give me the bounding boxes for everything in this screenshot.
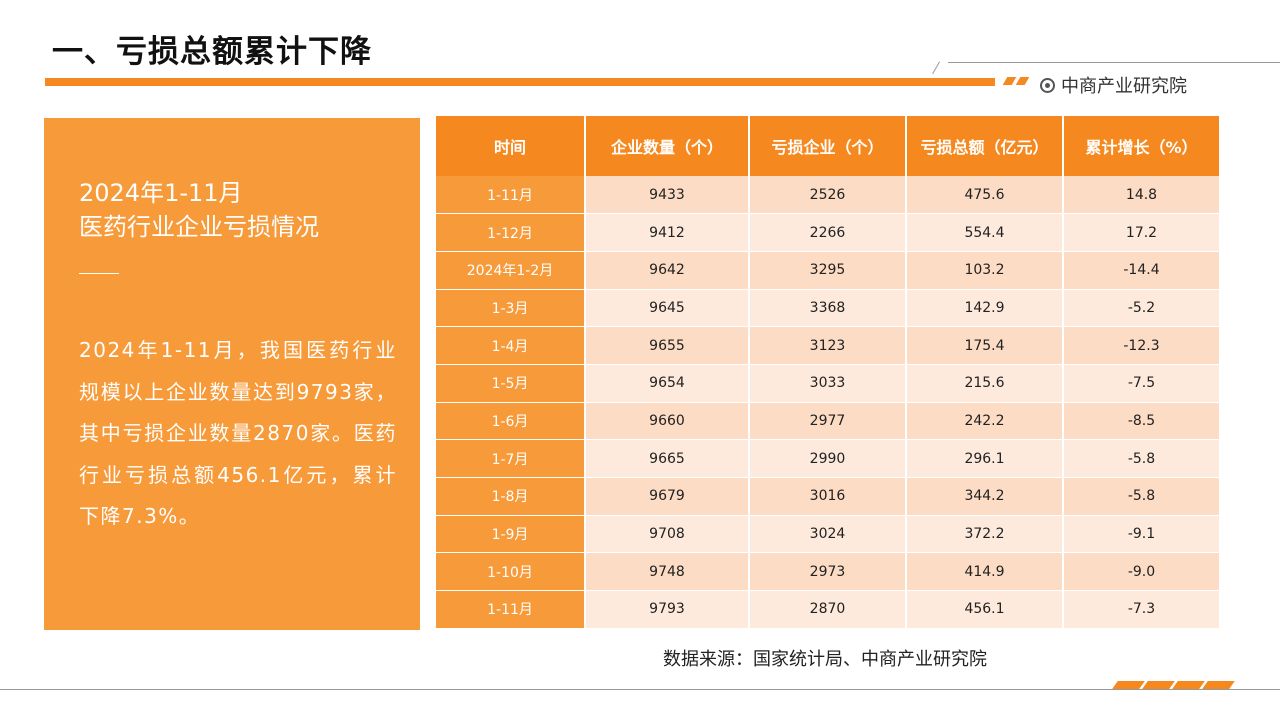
cell-time: 1-3月 — [436, 289, 586, 328]
cell-loss-enterprises: 2973 — [749, 552, 907, 592]
footer-stripes — [1112, 681, 1235, 689]
header-cell-time: 时间 — [436, 116, 586, 176]
table-row: 1-7月 9665 2990 296.1 -5.8 — [436, 439, 1221, 478]
cell-time: 1-4月 — [436, 326, 586, 365]
cell-loss-enterprises: 2977 — [749, 402, 907, 441]
panel-heading-line1: 2024年1-11月 — [79, 179, 243, 207]
cell-time: 1-11月 — [436, 176, 586, 215]
header-cell-cumulative-growth: 累计增长（%） — [1063, 116, 1221, 176]
loss-data-table: 时间 企业数量（个） 亏损企业（个） 亏损总额（亿元） 累计增长（%） 1-11… — [436, 116, 1221, 629]
table-row: 1-6月 9660 2977 242.2 -8.5 — [436, 402, 1221, 441]
table-row: 1-4月 9655 3123 175.4 -12.3 — [436, 326, 1221, 365]
cell-total-loss: 296.1 — [906, 439, 1064, 478]
cell-total-loss: 414.9 — [906, 552, 1064, 592]
cell-cumulative-growth: -9.1 — [1063, 515, 1221, 554]
table-header-row: 时间 企业数量（个） 亏损企业（个） 亏损总额（亿元） 累计增长（%） — [436, 116, 1221, 176]
header-cell-enterprise-count: 企业数量（个） — [585, 116, 750, 176]
header-thin-rule — [948, 62, 1280, 63]
cell-enterprise-count: 9433 — [585, 176, 750, 215]
cell-enterprise-count: 9660 — [585, 402, 750, 441]
brand: 中商产业研究院 — [1040, 72, 1187, 98]
cell-loss-enterprises: 2526 — [749, 176, 907, 215]
table-row: 1-3月 9645 3368 142.9 -5.2 — [436, 289, 1221, 328]
table-row: 2024年1-2月 9642 3295 103.2 -14.4 — [436, 251, 1221, 290]
cell-loss-enterprises: 3024 — [749, 515, 907, 554]
cell-enterprise-count: 9655 — [585, 326, 750, 365]
cell-time: 1-5月 — [436, 364, 586, 403]
data-source-note: 数据来源：国家统计局、中商产业研究院 — [663, 649, 987, 670]
cell-loss-enterprises: 2990 — [749, 439, 907, 478]
cell-loss-enterprises: 3123 — [749, 326, 907, 365]
cell-loss-enterprises: 2870 — [749, 590, 907, 629]
cell-enterprise-count: 9642 — [585, 251, 750, 290]
panel-heading: 2024年1-11月 医药行业企业亏损情况 — [79, 176, 319, 244]
header-accent-bar — [45, 78, 995, 86]
cell-time: 1-12月 — [436, 213, 586, 252]
cell-total-loss: 554.4 — [906, 213, 1064, 252]
summary-panel: 2024年1-11月 医药行业企业亏损情况 2024年1-11月，我国医药行业规… — [44, 118, 420, 630]
brand-name: 中商产业研究院 — [1061, 76, 1187, 97]
page-title: 一、亏损总额累计下降 — [52, 34, 372, 70]
cell-total-loss: 215.6 — [906, 364, 1064, 403]
cell-cumulative-growth: -7.5 — [1063, 364, 1221, 403]
table-row: 1-5月 9654 3033 215.6 -7.5 — [436, 364, 1221, 403]
table-row: 1-11月 9433 2526 475.6 14.8 — [436, 176, 1221, 215]
cell-total-loss: 475.6 — [906, 176, 1064, 215]
cell-cumulative-growth: -14.4 — [1063, 251, 1221, 290]
header-stripes — [1002, 77, 1030, 85]
cell-loss-enterprises: 3368 — [749, 289, 907, 328]
cell-time: 1-11月 — [436, 590, 586, 629]
header-rule-bend — [932, 61, 940, 75]
cell-total-loss: 456.1 — [906, 590, 1064, 629]
table-row: 1-11月 9793 2870 456.1 -7.3 — [436, 590, 1221, 629]
cell-enterprise-count: 9645 — [585, 289, 750, 328]
cell-total-loss: 103.2 — [906, 251, 1064, 290]
cell-total-loss: 142.9 — [906, 289, 1064, 328]
cell-cumulative-growth: -8.5 — [1063, 402, 1221, 441]
panel-heading-line2: 医药行业企业亏损情况 — [79, 213, 319, 241]
panel-body-text: 2024年1-11月，我国医药行业规模以上企业数量达到9793家，其中亏损企业数… — [79, 338, 397, 528]
cell-time: 1-7月 — [436, 439, 586, 478]
cell-loss-enterprises: 3016 — [749, 477, 907, 516]
cell-total-loss: 372.2 — [906, 515, 1064, 554]
header-cell-loss-enterprises: 亏损企业（个） — [749, 116, 907, 176]
cell-time: 1-8月 — [436, 477, 586, 516]
cell-time: 1-10月 — [436, 552, 586, 592]
cell-loss-enterprises: 3033 — [749, 364, 907, 403]
cell-cumulative-growth: 17.2 — [1063, 213, 1221, 252]
footer-rule — [0, 689, 1280, 690]
header-cell-total-loss: 亏损总额（亿元） — [906, 116, 1064, 176]
table-row: 1-9月 9708 3024 372.2 -9.1 — [436, 515, 1221, 554]
cell-total-loss: 344.2 — [906, 477, 1064, 516]
cell-cumulative-growth: -5.2 — [1063, 289, 1221, 328]
cell-enterprise-count: 9665 — [585, 439, 750, 478]
table-row: 1-8月 9679 3016 344.2 -5.8 — [436, 477, 1221, 516]
cell-total-loss: 175.4 — [906, 326, 1064, 365]
cell-enterprise-count: 9748 — [585, 552, 750, 592]
circle-dot-icon — [1040, 77, 1055, 93]
cell-enterprise-count: 9793 — [585, 590, 750, 629]
cell-enterprise-count: 9679 — [585, 477, 750, 516]
cell-loss-enterprises: 3295 — [749, 251, 907, 290]
cell-cumulative-growth: -12.3 — [1063, 326, 1221, 365]
cell-cumulative-growth: -7.3 — [1063, 590, 1221, 629]
table-row: 1-10月 9748 2973 414.9 -9.0 — [436, 552, 1221, 592]
panel-divider — [79, 273, 119, 274]
cell-cumulative-growth: -5.8 — [1063, 477, 1221, 516]
cell-time: 1-6月 — [436, 402, 586, 441]
cell-cumulative-growth: -5.8 — [1063, 439, 1221, 478]
table-row: 1-12月 9412 2266 554.4 17.2 — [436, 213, 1221, 252]
cell-time: 1-9月 — [436, 515, 586, 554]
cell-cumulative-growth: 14.8 — [1063, 176, 1221, 215]
cell-enterprise-count: 9708 — [585, 515, 750, 554]
cell-cumulative-growth: -9.0 — [1063, 552, 1221, 592]
cell-time: 2024年1-2月 — [436, 251, 586, 290]
cell-total-loss: 242.2 — [906, 402, 1064, 441]
cell-enterprise-count: 9654 — [585, 364, 750, 403]
cell-loss-enterprises: 2266 — [749, 213, 907, 252]
cell-enterprise-count: 9412 — [585, 213, 750, 252]
